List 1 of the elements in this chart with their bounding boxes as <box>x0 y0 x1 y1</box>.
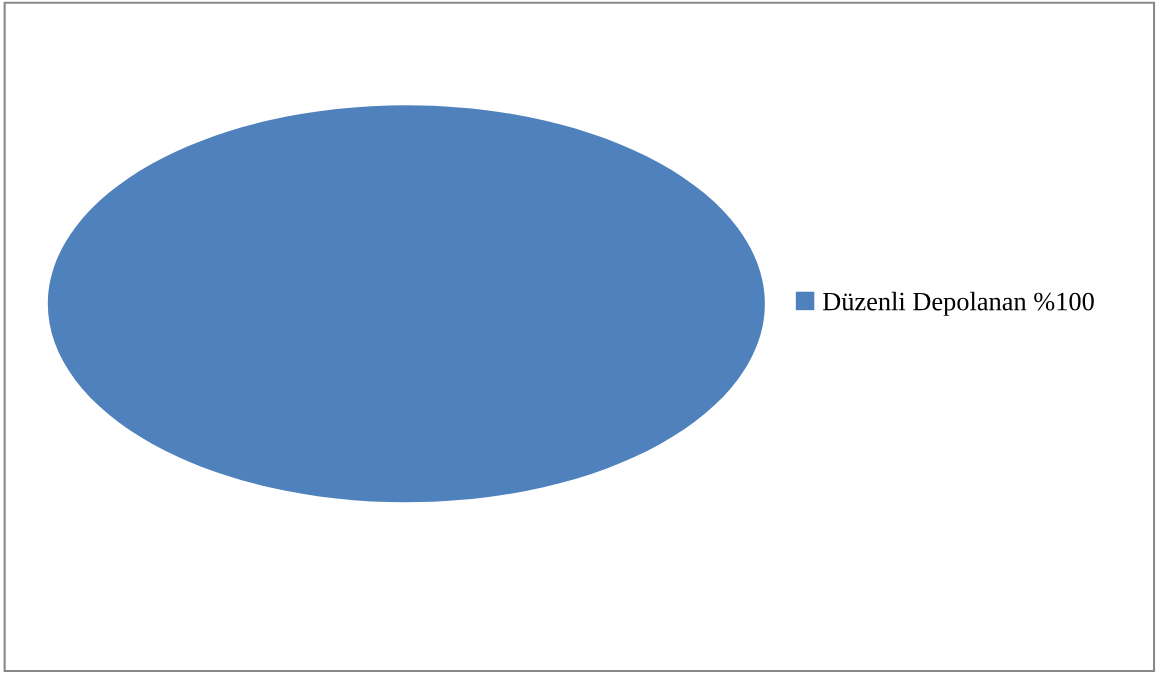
legend-label: Düzenli Depolanan %100 <box>822 291 1094 316</box>
